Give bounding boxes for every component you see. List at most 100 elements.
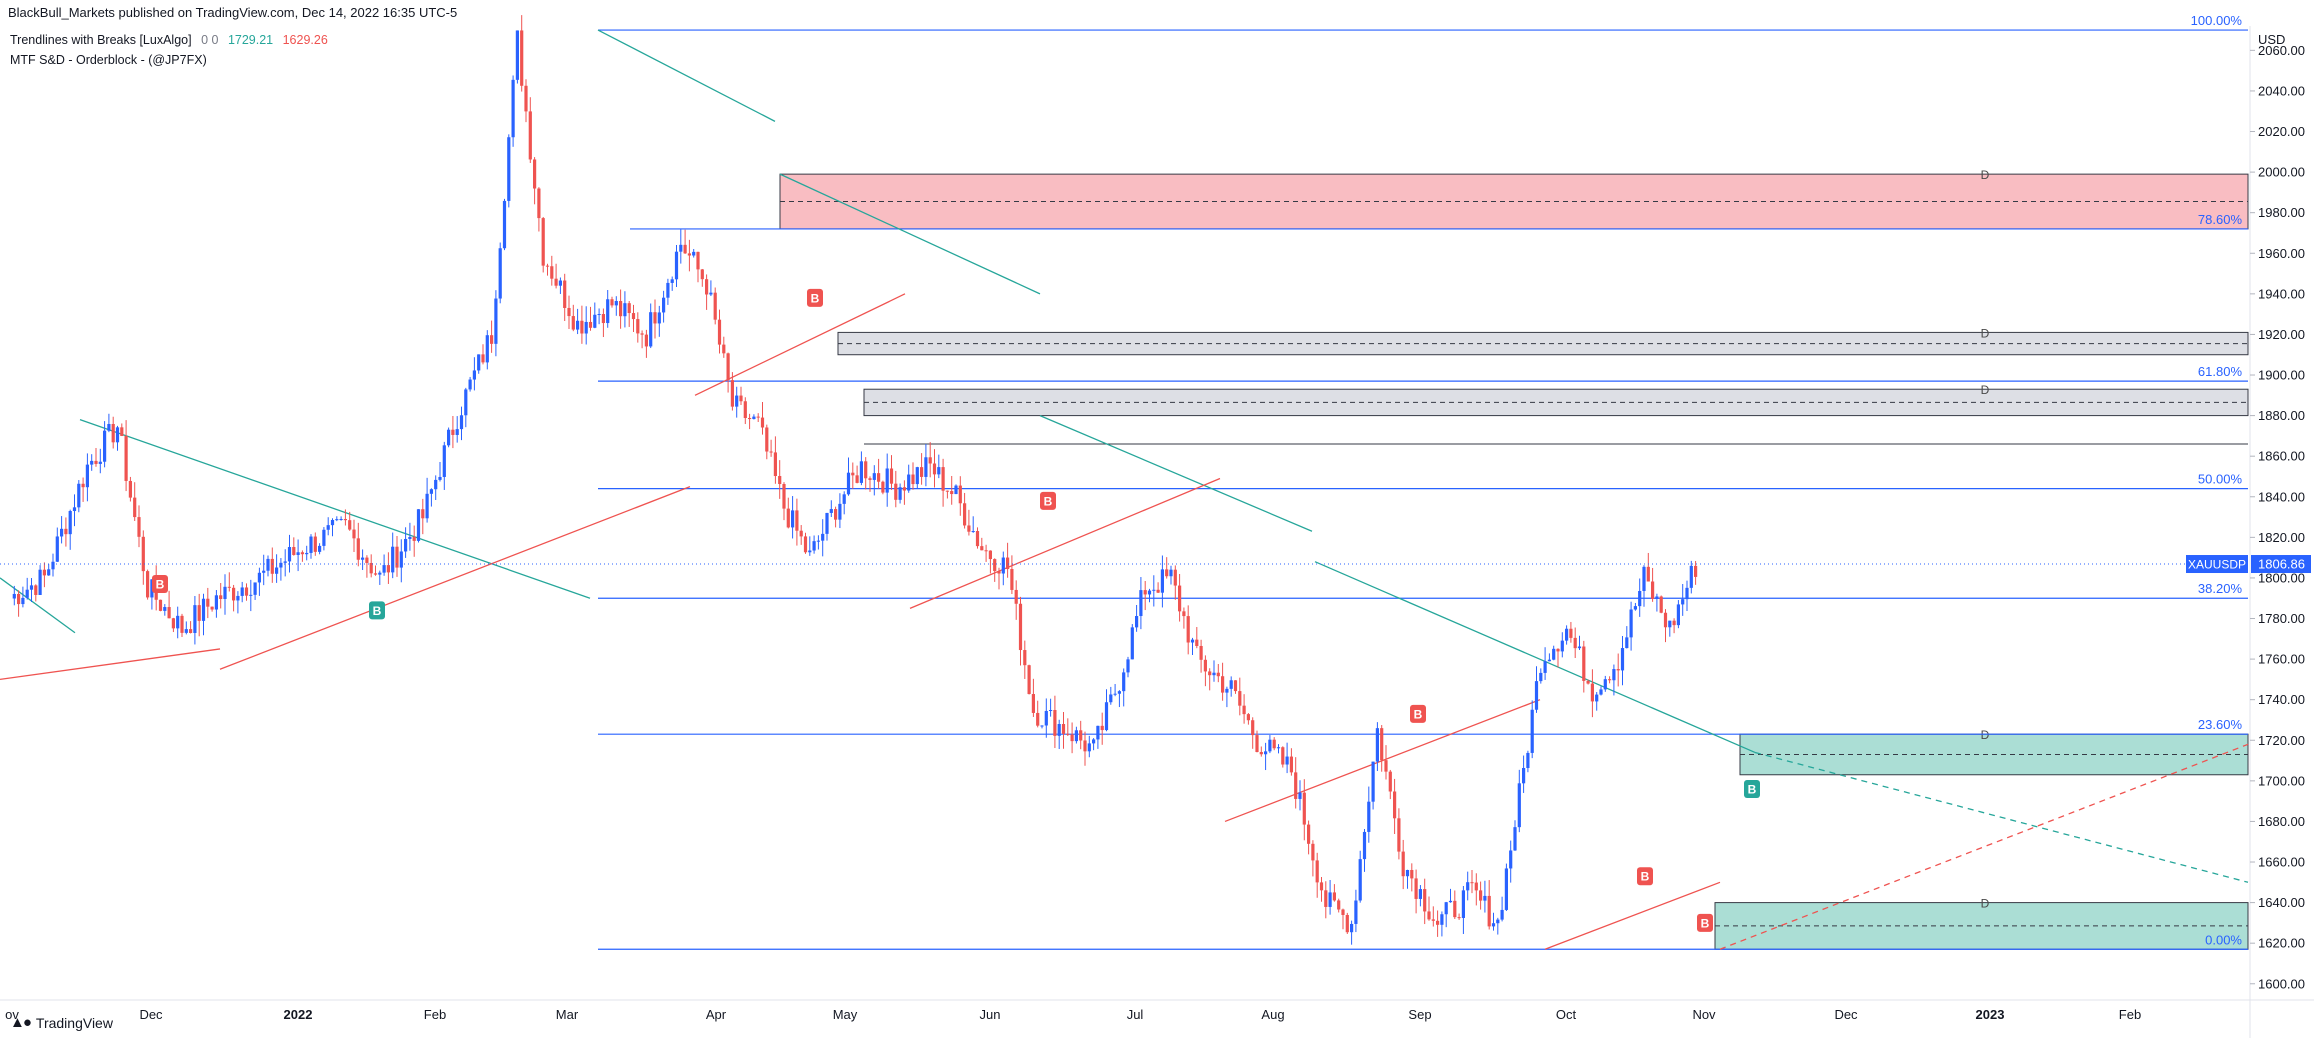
candle-body (1135, 616, 1139, 628)
candle-body (1599, 689, 1603, 695)
symbol-tag: XAUUSDP (2188, 558, 2246, 572)
y-tick-label: 1840.00 (2258, 489, 2305, 504)
candle-body (1491, 923, 1496, 927)
candle-body (812, 541, 816, 551)
candle-body (494, 298, 498, 344)
candle-body (51, 561, 55, 570)
trendline-up (1224, 699, 1541, 823)
candle-body (1229, 680, 1233, 689)
candle-body (1087, 743, 1091, 752)
x-tick-label: Sep (1408, 1007, 1431, 1022)
candle-body (429, 489, 433, 494)
candle-body (305, 552, 309, 555)
candle-body (769, 451, 773, 453)
candle-body (1109, 694, 1113, 703)
candle-body (1582, 646, 1586, 681)
candle-body (722, 344, 726, 354)
trendline-down (1314, 561, 1756, 754)
trendline-down (779, 173, 1041, 295)
candle-body (1044, 710, 1048, 726)
candle-body (1517, 783, 1521, 828)
y-tick-label: 1740.00 (2258, 692, 2305, 707)
candle-body (1651, 581, 1655, 599)
candle-body (1298, 792, 1302, 799)
candle-body (1289, 756, 1293, 773)
candle-body (115, 427, 120, 443)
candle-body (210, 606, 214, 610)
candle-body (386, 565, 390, 573)
candle-body (455, 429, 459, 435)
candle-body (502, 200, 507, 249)
y-tick-label: 1780.00 (2258, 611, 2305, 626)
x-tick-label: Jun (980, 1007, 1001, 1022)
fib-level-label: 78.60% (2198, 212, 2243, 227)
candle-body (606, 299, 610, 324)
candle-body (765, 427, 769, 452)
candle-body (975, 531, 980, 547)
x-tick-label: Jul (1127, 1007, 1144, 1022)
candle-body (928, 457, 932, 464)
candle-body (38, 569, 42, 595)
candle-body (189, 629, 193, 633)
candle-body (128, 480, 132, 498)
candle-body (326, 525, 330, 530)
candle-body (937, 467, 941, 475)
legend-row-trendlines[interactable]: Trendlines with Breaks [LuxAlgo] 0 0 172… (10, 30, 328, 50)
candle-body (90, 460, 94, 465)
candle-body (498, 248, 502, 299)
candle-body (980, 546, 984, 551)
candle-body (313, 536, 317, 552)
candle-body (907, 474, 911, 491)
x-tick-label: May (833, 1007, 858, 1022)
candle-body (485, 335, 489, 363)
trendline-down (0, 577, 76, 634)
candle-body (821, 533, 825, 541)
candle-body (507, 137, 511, 201)
candle-body (12, 593, 16, 599)
candle-body (292, 547, 296, 555)
candle-body (735, 395, 739, 407)
candle-body (1668, 620, 1672, 628)
candle-body (1066, 733, 1070, 735)
indicator-name-trendlines: Trendlines with Breaks [LuxAlgo] (10, 33, 192, 47)
candle-body (1169, 569, 1173, 577)
candle-body (94, 460, 98, 464)
candle-body (1479, 890, 1483, 901)
candle-body (1173, 569, 1177, 586)
candle-body (1642, 566, 1646, 591)
trendline-down (597, 29, 776, 122)
candle-body (1487, 895, 1491, 927)
candle-body (1375, 728, 1379, 762)
y-tick-label: 2000.00 (2258, 165, 2305, 180)
break-label-text: B (811, 291, 820, 305)
candle-body (98, 461, 102, 464)
candle-body (567, 307, 571, 317)
candle-body (834, 509, 838, 520)
candle-body (490, 335, 494, 344)
candle-body (348, 520, 352, 530)
indicator-value-up: 1729.21 (227, 33, 274, 47)
break-label-text: B (1641, 870, 1650, 884)
candle-body (1079, 730, 1083, 741)
candle-body (300, 552, 304, 555)
footer: ▲● TradingView (10, 1008, 113, 1038)
legend-row-orderblock[interactable]: MTF S&D - Orderblock - (@JP7FX) (10, 50, 328, 70)
trendline-up (1544, 881, 1721, 950)
candle-body (451, 429, 455, 435)
candle-body (1354, 900, 1358, 924)
candle-body (21, 597, 25, 605)
candle-body (176, 615, 180, 629)
candle-body (778, 476, 782, 485)
fib-level-label: 50.00% (2198, 472, 2243, 487)
candle-body (1040, 725, 1044, 727)
candle-body (1186, 616, 1190, 643)
candle-body (653, 312, 657, 324)
candle-body (29, 585, 34, 590)
candle-body (1324, 890, 1328, 907)
y-tick-label: 1940.00 (2258, 286, 2305, 301)
candle-body (1448, 900, 1453, 903)
candle-body (201, 598, 206, 621)
candle-body (1165, 569, 1169, 577)
